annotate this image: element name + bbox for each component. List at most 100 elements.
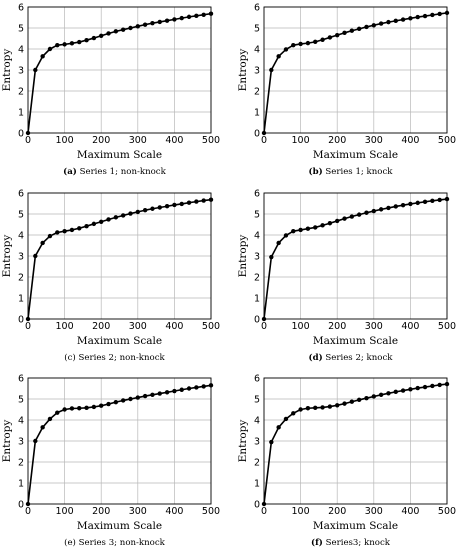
x-tick-label: 300	[129, 321, 147, 332]
data-point	[114, 400, 118, 404]
data-point	[306, 227, 310, 231]
data-point	[158, 205, 162, 209]
data-point	[430, 384, 434, 388]
caption-text: (c) Series 2; non-knock	[64, 353, 165, 363]
data-point	[320, 38, 324, 42]
data-point	[401, 388, 405, 392]
data-point	[386, 20, 390, 24]
data-point	[187, 200, 191, 204]
data-point	[328, 35, 332, 39]
y-tick-label: 2	[254, 86, 260, 97]
data-point	[209, 198, 213, 202]
data-point	[172, 203, 176, 207]
data-point	[70, 41, 74, 45]
y-tick-label: 5	[18, 23, 24, 34]
data-point	[128, 397, 132, 401]
x-tick-label: 400	[165, 321, 183, 332]
data-point	[306, 406, 310, 410]
y-tick-label: 3	[18, 436, 24, 447]
subfigure-caption: (d) Series 2; knock	[236, 353, 459, 363]
data-point	[445, 11, 449, 15]
y-tick-label: 6	[18, 373, 24, 384]
data-point	[416, 15, 420, 19]
data-point	[445, 382, 449, 386]
data-point	[143, 394, 147, 398]
data-point	[408, 387, 412, 391]
y-tick-label: 2	[18, 86, 24, 97]
x-axis-title: Maximum Scale	[313, 149, 398, 161]
data-point	[201, 384, 205, 388]
data-point	[158, 20, 162, 24]
x-tick-label: 0	[261, 321, 267, 332]
caption-text: Series 1; knock	[325, 167, 392, 177]
data-point	[77, 40, 81, 44]
y-axis-title: Entropy	[1, 49, 13, 92]
data-point	[26, 502, 30, 506]
data-point	[430, 13, 434, 17]
y-axis-title: Entropy	[1, 235, 13, 278]
data-point	[350, 214, 354, 218]
data-point	[350, 29, 354, 33]
data-point	[276, 425, 280, 429]
x-tick-label: 500	[202, 506, 220, 517]
y-tick-label: 5	[18, 209, 24, 220]
data-point	[106, 217, 110, 221]
data-point	[136, 210, 140, 214]
line-chart: 0 100 200 300 400 500 0 1 2 3 4 5 6 Maximum Scale Entr…	[0, 0, 229, 165]
data-point	[106, 31, 110, 35]
data-point	[128, 211, 132, 215]
x-tick-label: 500	[438, 135, 456, 146]
data-point	[320, 223, 324, 227]
data-point	[165, 204, 169, 208]
data-point	[40, 241, 44, 245]
data-point	[150, 393, 154, 397]
caption-text: Series3; knock	[326, 538, 390, 548]
caption-text: (e) Series 3; non-knock	[64, 538, 165, 548]
data-point	[335, 403, 339, 407]
y-tick-label: 0	[18, 128, 24, 139]
data-point	[364, 25, 368, 29]
x-tick-label: 100	[292, 506, 310, 517]
data-point	[423, 200, 427, 204]
data-point	[437, 12, 441, 16]
series-line	[264, 384, 447, 504]
data-point	[416, 201, 420, 205]
data-point	[284, 417, 288, 421]
data-point	[328, 404, 332, 408]
data-point	[180, 202, 184, 206]
data-point	[62, 229, 66, 233]
data-point	[136, 395, 140, 399]
data-point	[394, 19, 398, 23]
data-point	[379, 393, 383, 397]
x-tick-label: 500	[438, 321, 456, 332]
y-tick-label: 2	[254, 272, 260, 283]
y-tick-label: 4	[18, 44, 24, 55]
data-point	[33, 439, 37, 443]
data-point	[33, 68, 37, 72]
data-point	[430, 199, 434, 203]
data-point	[262, 131, 266, 135]
data-point	[284, 233, 288, 237]
series-line	[264, 199, 447, 319]
line-chart: 0 100 200 300 400 500 0 1 2 3 4 5 6 Maximum Scale Entr…	[0, 186, 229, 351]
caption-text: Series 1; non-knock	[80, 167, 166, 177]
caption-letter: (d)	[309, 353, 323, 363]
y-tick-label: 5	[18, 394, 24, 405]
subfigure-caption: (f) Series3; knock	[236, 538, 459, 548]
x-tick-label: 0	[25, 135, 31, 146]
data-point	[128, 26, 132, 30]
data-point	[48, 417, 52, 421]
data-point	[150, 207, 154, 211]
data-point	[262, 317, 266, 321]
series-line	[28, 200, 211, 319]
data-point	[40, 54, 44, 58]
x-tick-label: 300	[365, 506, 383, 517]
data-point	[92, 36, 96, 40]
subfigure-caption: (e) Series 3; non-knock	[0, 538, 229, 548]
data-point	[372, 23, 376, 27]
series-line	[28, 385, 211, 504]
data-point	[379, 207, 383, 211]
y-tick-label: 1	[18, 107, 24, 118]
caption-letter: (f)	[311, 538, 323, 548]
data-point	[114, 29, 118, 33]
